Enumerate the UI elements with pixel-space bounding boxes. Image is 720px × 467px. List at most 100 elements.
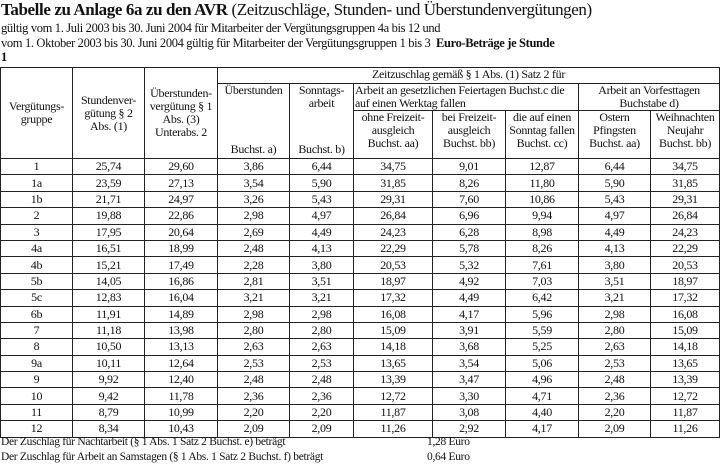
table-cell: 2,48 [217,371,290,389]
table-cell: 2,48 [578,371,651,389]
table-cell: 11,87 [353,403,433,422]
table-cell: 12,72 [353,387,433,405]
table-cell: 2,36 [217,387,290,405]
table-cell: 24,23 [649,223,720,241]
table-cell: 11,78 [144,387,218,405]
table-row: 6b 11,91 14,89 2,98 2,98 16,08 4,17 5,96 2,98 16,… [0,305,720,323]
table-cell: 4,13 [289,239,354,258]
table-cell: 5,59 [505,321,579,340]
table-cell: 6,44 [289,157,354,176]
table-cell: 14,05 [72,272,145,291]
table-cell: 13,13 [144,338,218,356]
table-cell: 17,95 [72,223,145,241]
table-cell: 3,80 [578,256,651,274]
table-cell: 8,79 [72,403,145,422]
subtitle-2: vom 1. Oktober 2003 bis 30. Juni 2004 gü… [1,36,555,51]
table-cell: 27,13 [144,174,218,192]
table-cell: 22,29 [353,239,433,258]
table-cell: 1a [0,174,73,192]
table-row: 9a 10,11 12,64 2,53 2,53 13,65 3,54 5,06 2,53 13,… [0,354,720,373]
table-cell: 16,04 [144,289,218,307]
table-cell: 5,25 [505,338,579,356]
table-cell: 2,63 [578,338,651,356]
table-cell: 2,63 [217,338,290,356]
table-cell: 2,53 [289,354,354,373]
table-cell: 16,08 [353,305,433,323]
table-cell: 1b [0,190,73,209]
table-cell: 10,99 [144,403,218,422]
table-cell: 12,40 [144,371,218,389]
header-ueberstunden-label: Überstunden [224,83,283,97]
table-cell: 2,80 [578,321,651,340]
table-cell: 9,42 [72,387,145,405]
table-cell: 15,09 [353,321,433,340]
table-cell: 10 [0,387,73,405]
header-vorfest-bb: Weihnachten Neujahr Buchst. bb) [649,110,720,159]
table-cell: 4,13 [578,239,651,258]
table-row: 1 25,74 29,60 3,86 6,44 34,75 9,01 12,87 6,44 34,… [0,157,720,176]
table-cell: 24,97 [144,190,218,209]
table-cell: 12 [0,420,73,438]
table-cell: 9,01 [432,157,506,176]
table-cell: 14,89 [144,305,218,323]
header-feiertage-cc: die auf einen Sonntag fallen Buchst. cc) [505,110,579,159]
table-cell: 2,20 [578,403,651,422]
table-cell: 5,43 [578,190,651,209]
table-cell: 5,90 [289,174,354,192]
table-cell: 2,28 [217,256,290,274]
table-cell: 5,32 [432,256,506,274]
table-row: 7 11,18 13,98 2,80 2,80 15,09 3,91 5,59 2,80 15,0… [0,321,720,340]
table-cell: 2,98 [217,207,290,225]
footnote-saturday-text: Der Zuschlag für Arbeit an Samstagen (§ … [1,451,324,463]
table-cell: 2,09 [289,420,354,438]
table-cell: 23,59 [72,174,145,192]
subtitle-1: gültig vom 1. Juli 2003 bis 30. Juni 200… [1,21,441,35]
table-row: 5b 14,05 16,86 2,81 3,51 18,97 4,92 7,03 3,51 18,… [0,272,720,291]
table-row: 9 9,92 12,40 2,48 2,48 13,39 3,47 4,96 2,48 13,39 [0,371,720,389]
table-cell: 5b [0,272,73,291]
table-cell: 4,49 [289,223,354,241]
table-cell: 11,26 [353,420,433,438]
table-cell: 3,54 [217,174,290,192]
footnote-saturday: Der Zuschlag für Arbeit an Samstagen (§ … [1,451,470,463]
table-cell: 3,86 [217,157,290,176]
table-row: 3 17,95 20,64 2,69 4,49 24,23 6,28 8,98 4,49 24,2… [0,223,720,241]
table-cell: 4,17 [432,305,506,323]
table-cell: 6,28 [432,223,506,241]
table-cell: 7,60 [432,190,506,209]
table-row: 5c 12,83 16,04 3,21 3,21 17,32 4,49 6,42 3,21 17,… [0,289,720,307]
table-cell: 11,18 [72,321,145,340]
table-cell: 4,71 [505,387,579,405]
table-cell: 2,20 [217,403,290,422]
table-cell: 13,39 [353,371,433,389]
table-row: 11 8,79 10,99 2,20 2,20 11,87 3,08 4,40 2,20 11,8… [0,403,720,422]
table-cell: 4,17 [505,420,579,438]
table-cell: 11,80 [505,174,579,192]
table-cell: 7,03 [505,272,579,291]
table-cell: 8,26 [505,239,579,258]
table-cell: 8,26 [432,174,506,192]
table-cell: 10,50 [72,338,145,356]
table-cell: 34,75 [353,157,433,176]
header-ueberstunden-sub: Buchst. a) [230,142,277,156]
table-cell: 10,86 [505,190,579,209]
table-cell: 17,32 [353,289,433,307]
table-cell: 8,34 [72,420,145,438]
table-cell: 3,21 [217,289,290,307]
header-sonntag-label: Sonntags-arbeit [298,83,345,110]
table-cell: 22,86 [144,207,218,225]
table-cell: 2,36 [578,387,651,405]
table-cell: 13,65 [649,354,720,373]
table-cell: 2,98 [289,305,354,323]
table-cell: 26,84 [649,207,720,225]
table-cell: 20,64 [144,223,218,241]
table-cell: 3,30 [432,387,506,405]
table-cell: 20,53 [649,256,720,274]
table-cell: 29,60 [144,157,218,176]
table-cell: 4,92 [432,272,506,291]
table-cell: 4,49 [432,289,506,307]
table-cell: 2,92 [432,420,506,438]
table-row: 2 19,88 22,86 2,98 4,97 26,84 6,96 9,94 4,97 26,8… [0,207,720,225]
table-cell: 8 [0,338,73,356]
header-vorfest-aa: Ostern Pfingsten Buchst. aa) [578,110,651,159]
